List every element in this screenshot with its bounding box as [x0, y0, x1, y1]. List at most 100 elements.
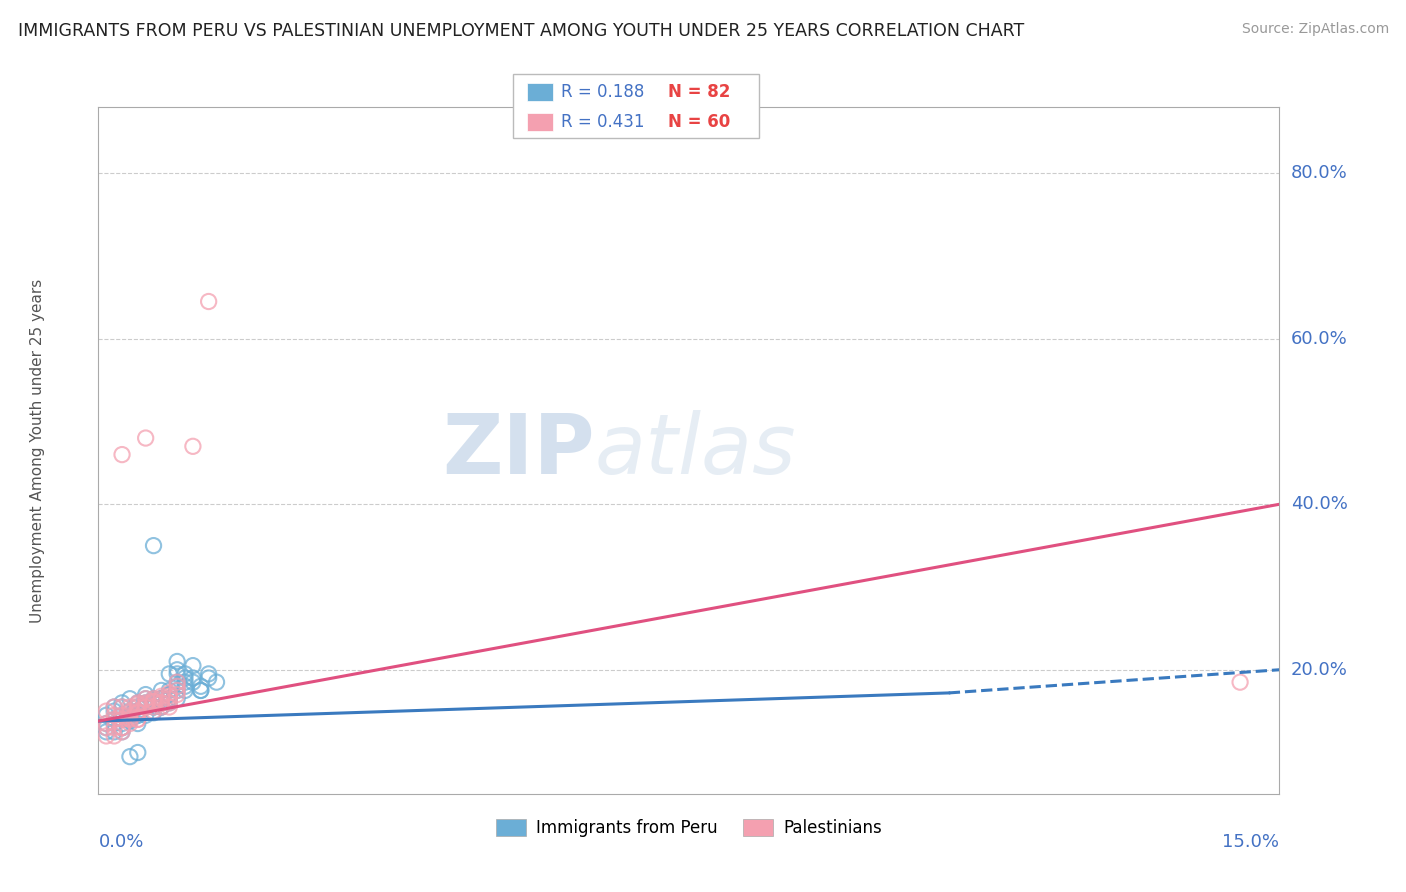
- Point: [142, 700, 165, 714]
- Point: [181, 439, 204, 453]
- Point: [150, 691, 173, 706]
- Text: R = 0.431: R = 0.431: [561, 113, 644, 131]
- Point: [150, 696, 173, 710]
- Point: [127, 708, 149, 723]
- Point: [118, 713, 141, 727]
- Point: [127, 706, 149, 720]
- Text: R = 0.188: R = 0.188: [561, 83, 644, 101]
- Point: [150, 690, 173, 704]
- Point: [127, 716, 149, 731]
- Point: [111, 721, 134, 735]
- Point: [96, 724, 118, 739]
- Point: [135, 691, 157, 706]
- Point: [111, 713, 134, 727]
- Point: [166, 675, 188, 690]
- Point: [118, 716, 141, 731]
- Point: [150, 696, 173, 710]
- Text: ZIP: ZIP: [441, 410, 595, 491]
- Point: [118, 691, 141, 706]
- Point: [135, 700, 157, 714]
- Point: [135, 696, 157, 710]
- Point: [127, 700, 149, 714]
- Point: [96, 716, 118, 731]
- Point: [135, 698, 157, 712]
- Point: [103, 708, 125, 723]
- Text: 60.0%: 60.0%: [1291, 330, 1347, 348]
- Point: [135, 688, 157, 702]
- Point: [118, 713, 141, 727]
- Point: [127, 706, 149, 720]
- Point: [142, 696, 165, 710]
- Point: [111, 700, 134, 714]
- Point: [118, 749, 141, 764]
- Point: [150, 700, 173, 714]
- Point: [166, 691, 188, 706]
- Point: [127, 700, 149, 714]
- Point: [157, 696, 180, 710]
- Point: [142, 700, 165, 714]
- Point: [142, 539, 165, 553]
- Point: [142, 691, 165, 706]
- Point: [118, 708, 141, 723]
- Point: [103, 716, 125, 731]
- Point: [174, 666, 197, 681]
- Point: [118, 714, 141, 728]
- Point: [111, 716, 134, 731]
- Point: [118, 706, 141, 720]
- Point: [118, 713, 141, 727]
- Text: 0.0%: 0.0%: [98, 833, 143, 851]
- Point: [135, 700, 157, 714]
- Point: [103, 721, 125, 735]
- Point: [111, 700, 134, 714]
- Point: [166, 683, 188, 698]
- Point: [127, 713, 149, 727]
- Point: [127, 746, 149, 760]
- Point: [166, 655, 188, 669]
- Point: [127, 706, 149, 720]
- Point: [142, 694, 165, 708]
- Point: [181, 671, 204, 685]
- Point: [166, 675, 188, 690]
- Legend: Immigrants from Peru, Palestinians: Immigrants from Peru, Palestinians: [489, 813, 889, 844]
- Point: [166, 679, 188, 693]
- Text: IMMIGRANTS FROM PERU VS PALESTINIAN UNEMPLOYMENT AMONG YOUTH UNDER 25 YEARS CORR: IMMIGRANTS FROM PERU VS PALESTINIAN UNEM…: [18, 22, 1025, 40]
- Point: [135, 696, 157, 710]
- Point: [197, 671, 219, 685]
- Point: [96, 729, 118, 743]
- Point: [96, 704, 118, 718]
- Point: [111, 448, 134, 462]
- Point: [127, 704, 149, 718]
- Text: Source: ZipAtlas.com: Source: ZipAtlas.com: [1241, 22, 1389, 37]
- Text: 80.0%: 80.0%: [1291, 164, 1347, 182]
- Text: Unemployment Among Youth under 25 years: Unemployment Among Youth under 25 years: [30, 278, 45, 623]
- Point: [157, 700, 180, 714]
- Point: [1229, 675, 1251, 690]
- Point: [190, 679, 212, 693]
- Point: [166, 666, 188, 681]
- Point: [197, 294, 219, 309]
- Point: [111, 713, 134, 727]
- Point: [118, 704, 141, 718]
- Point: [96, 721, 118, 735]
- Point: [118, 711, 141, 725]
- Point: [142, 694, 165, 708]
- Point: [135, 700, 157, 714]
- Point: [103, 700, 125, 714]
- Point: [197, 666, 219, 681]
- Point: [190, 683, 212, 698]
- Point: [127, 696, 149, 710]
- Text: 20.0%: 20.0%: [1291, 661, 1347, 679]
- Point: [150, 696, 173, 710]
- Point: [111, 708, 134, 723]
- Point: [150, 691, 173, 706]
- Text: N = 82: N = 82: [668, 83, 730, 101]
- Point: [166, 679, 188, 693]
- Point: [135, 431, 157, 445]
- Point: [157, 688, 180, 702]
- Point: [142, 696, 165, 710]
- Point: [118, 708, 141, 723]
- Point: [181, 658, 204, 673]
- Point: [166, 663, 188, 677]
- Point: [157, 691, 180, 706]
- Point: [157, 666, 180, 681]
